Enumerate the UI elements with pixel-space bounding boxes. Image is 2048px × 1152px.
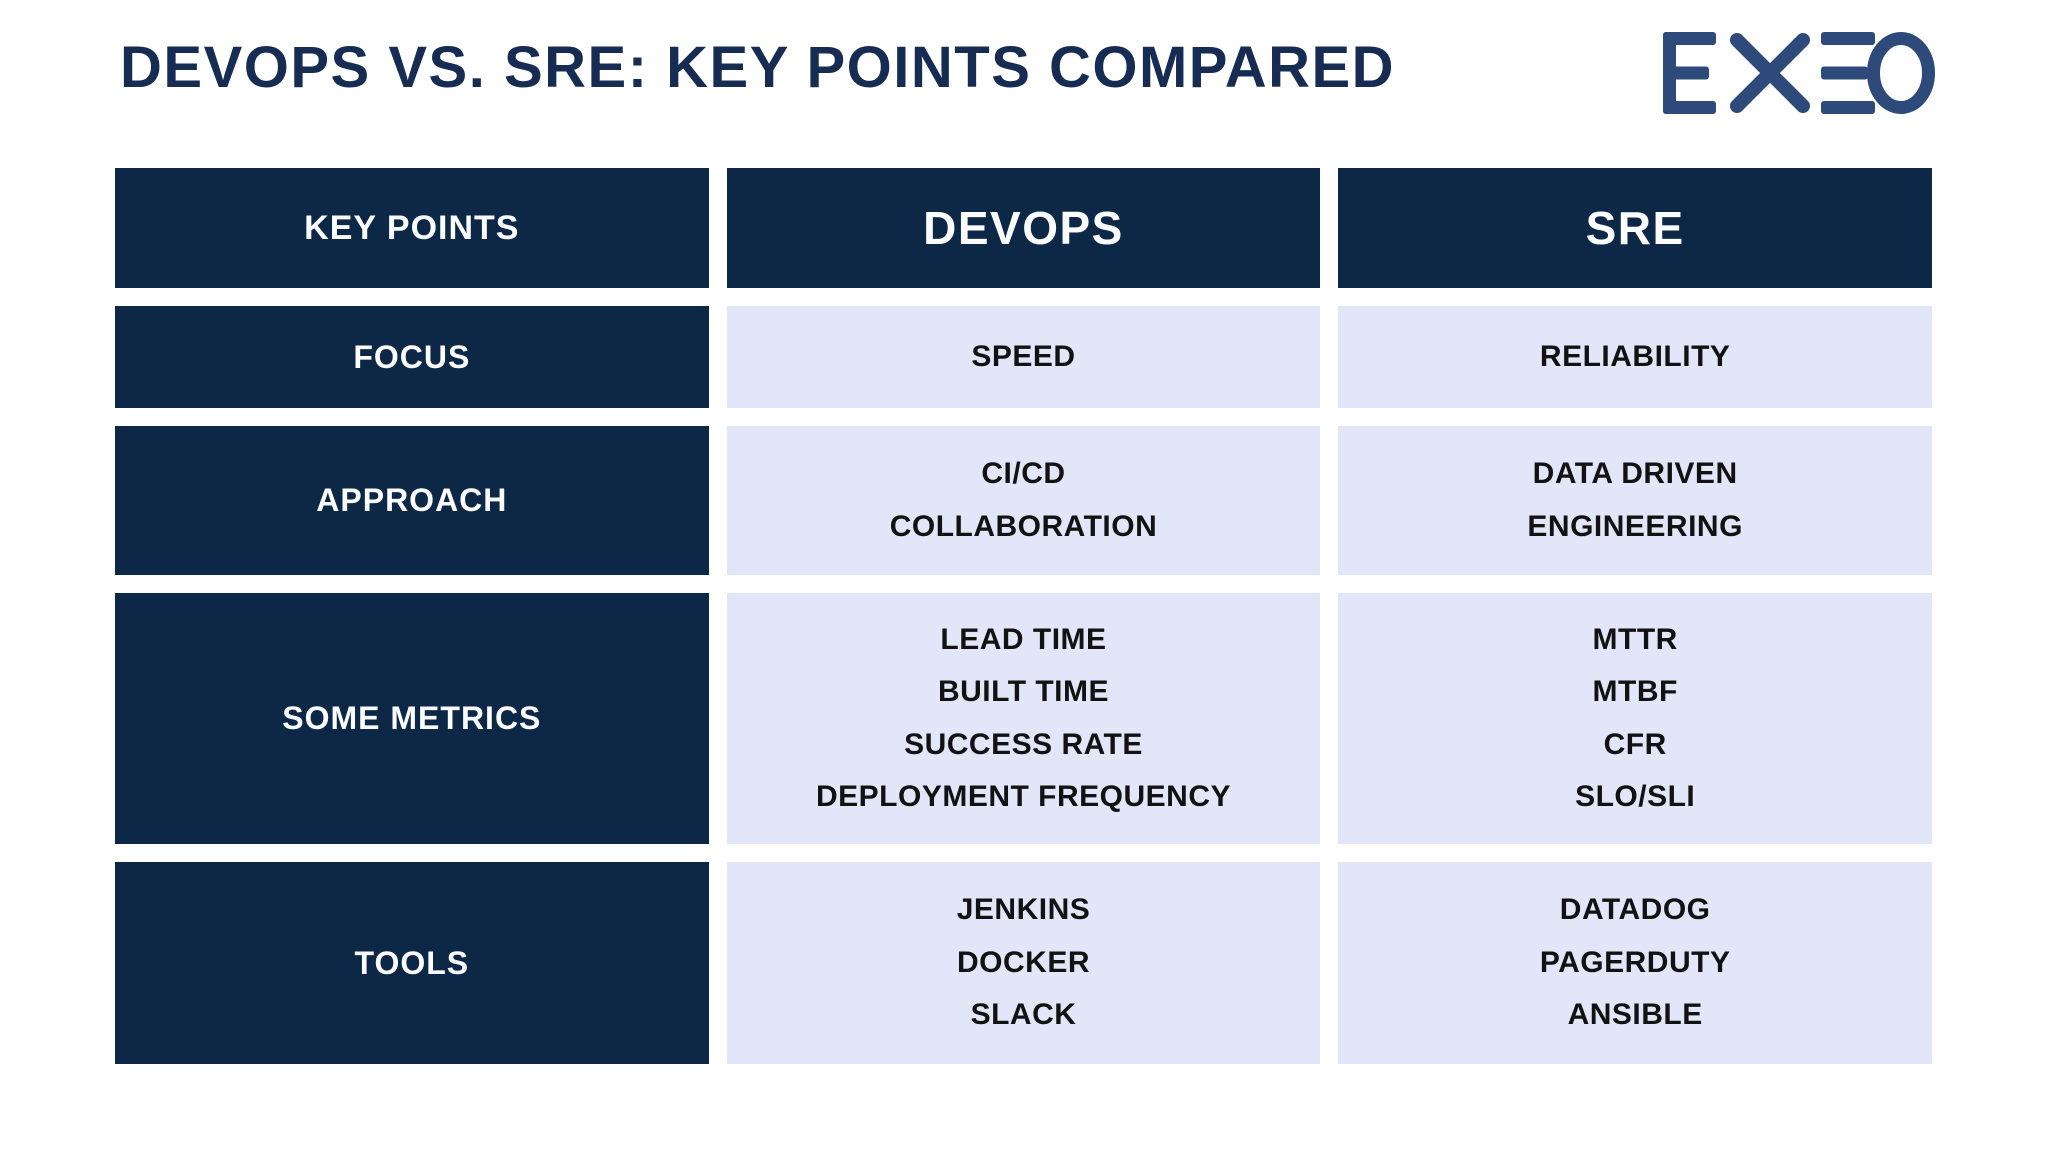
cell-tools-sre: DATADOG PAGERDUTY ANSIBLE: [1338, 862, 1932, 1064]
row-label-approach: APPROACH: [115, 426, 709, 575]
cell-metrics-sre: MTTR MTBF CFR SLO/SLI: [1338, 593, 1932, 844]
header-cell-devops: DEVOPS: [726, 168, 1321, 288]
header-cell-key-points: KEY POINTS: [115, 168, 709, 288]
row-label-some-metrics: SOME METRICS: [115, 593, 709, 844]
cell-approach-devops: CI/CD COLLABORATION: [726, 426, 1321, 575]
cell-focus-devops: SPEED: [726, 306, 1321, 408]
cell-tools-devops: JENKINS DOCKER SLACK: [726, 862, 1321, 1064]
row-label-focus: FOCUS: [115, 306, 709, 408]
page-title: DEVOPS VS. SRE: KEY POINTS COMPARED: [120, 35, 1396, 100]
cell-metrics-devops: LEAD TIME BUILT TIME SUCCESS RATE DEPLOY…: [726, 593, 1321, 844]
comparison-table: KEY POINTS DEVOPS SRE FOCUS SPEED RELIAB…: [115, 168, 1932, 1064]
header-cell-sre: SRE: [1338, 168, 1932, 288]
cell-focus-sre: RELIABILITY: [1338, 306, 1932, 408]
cell-approach-sre: DATA DRIVEN ENGINEERING: [1338, 426, 1932, 575]
row-label-tools: TOOLS: [115, 862, 709, 1064]
exeo-logo-icon: [1663, 32, 1935, 114]
